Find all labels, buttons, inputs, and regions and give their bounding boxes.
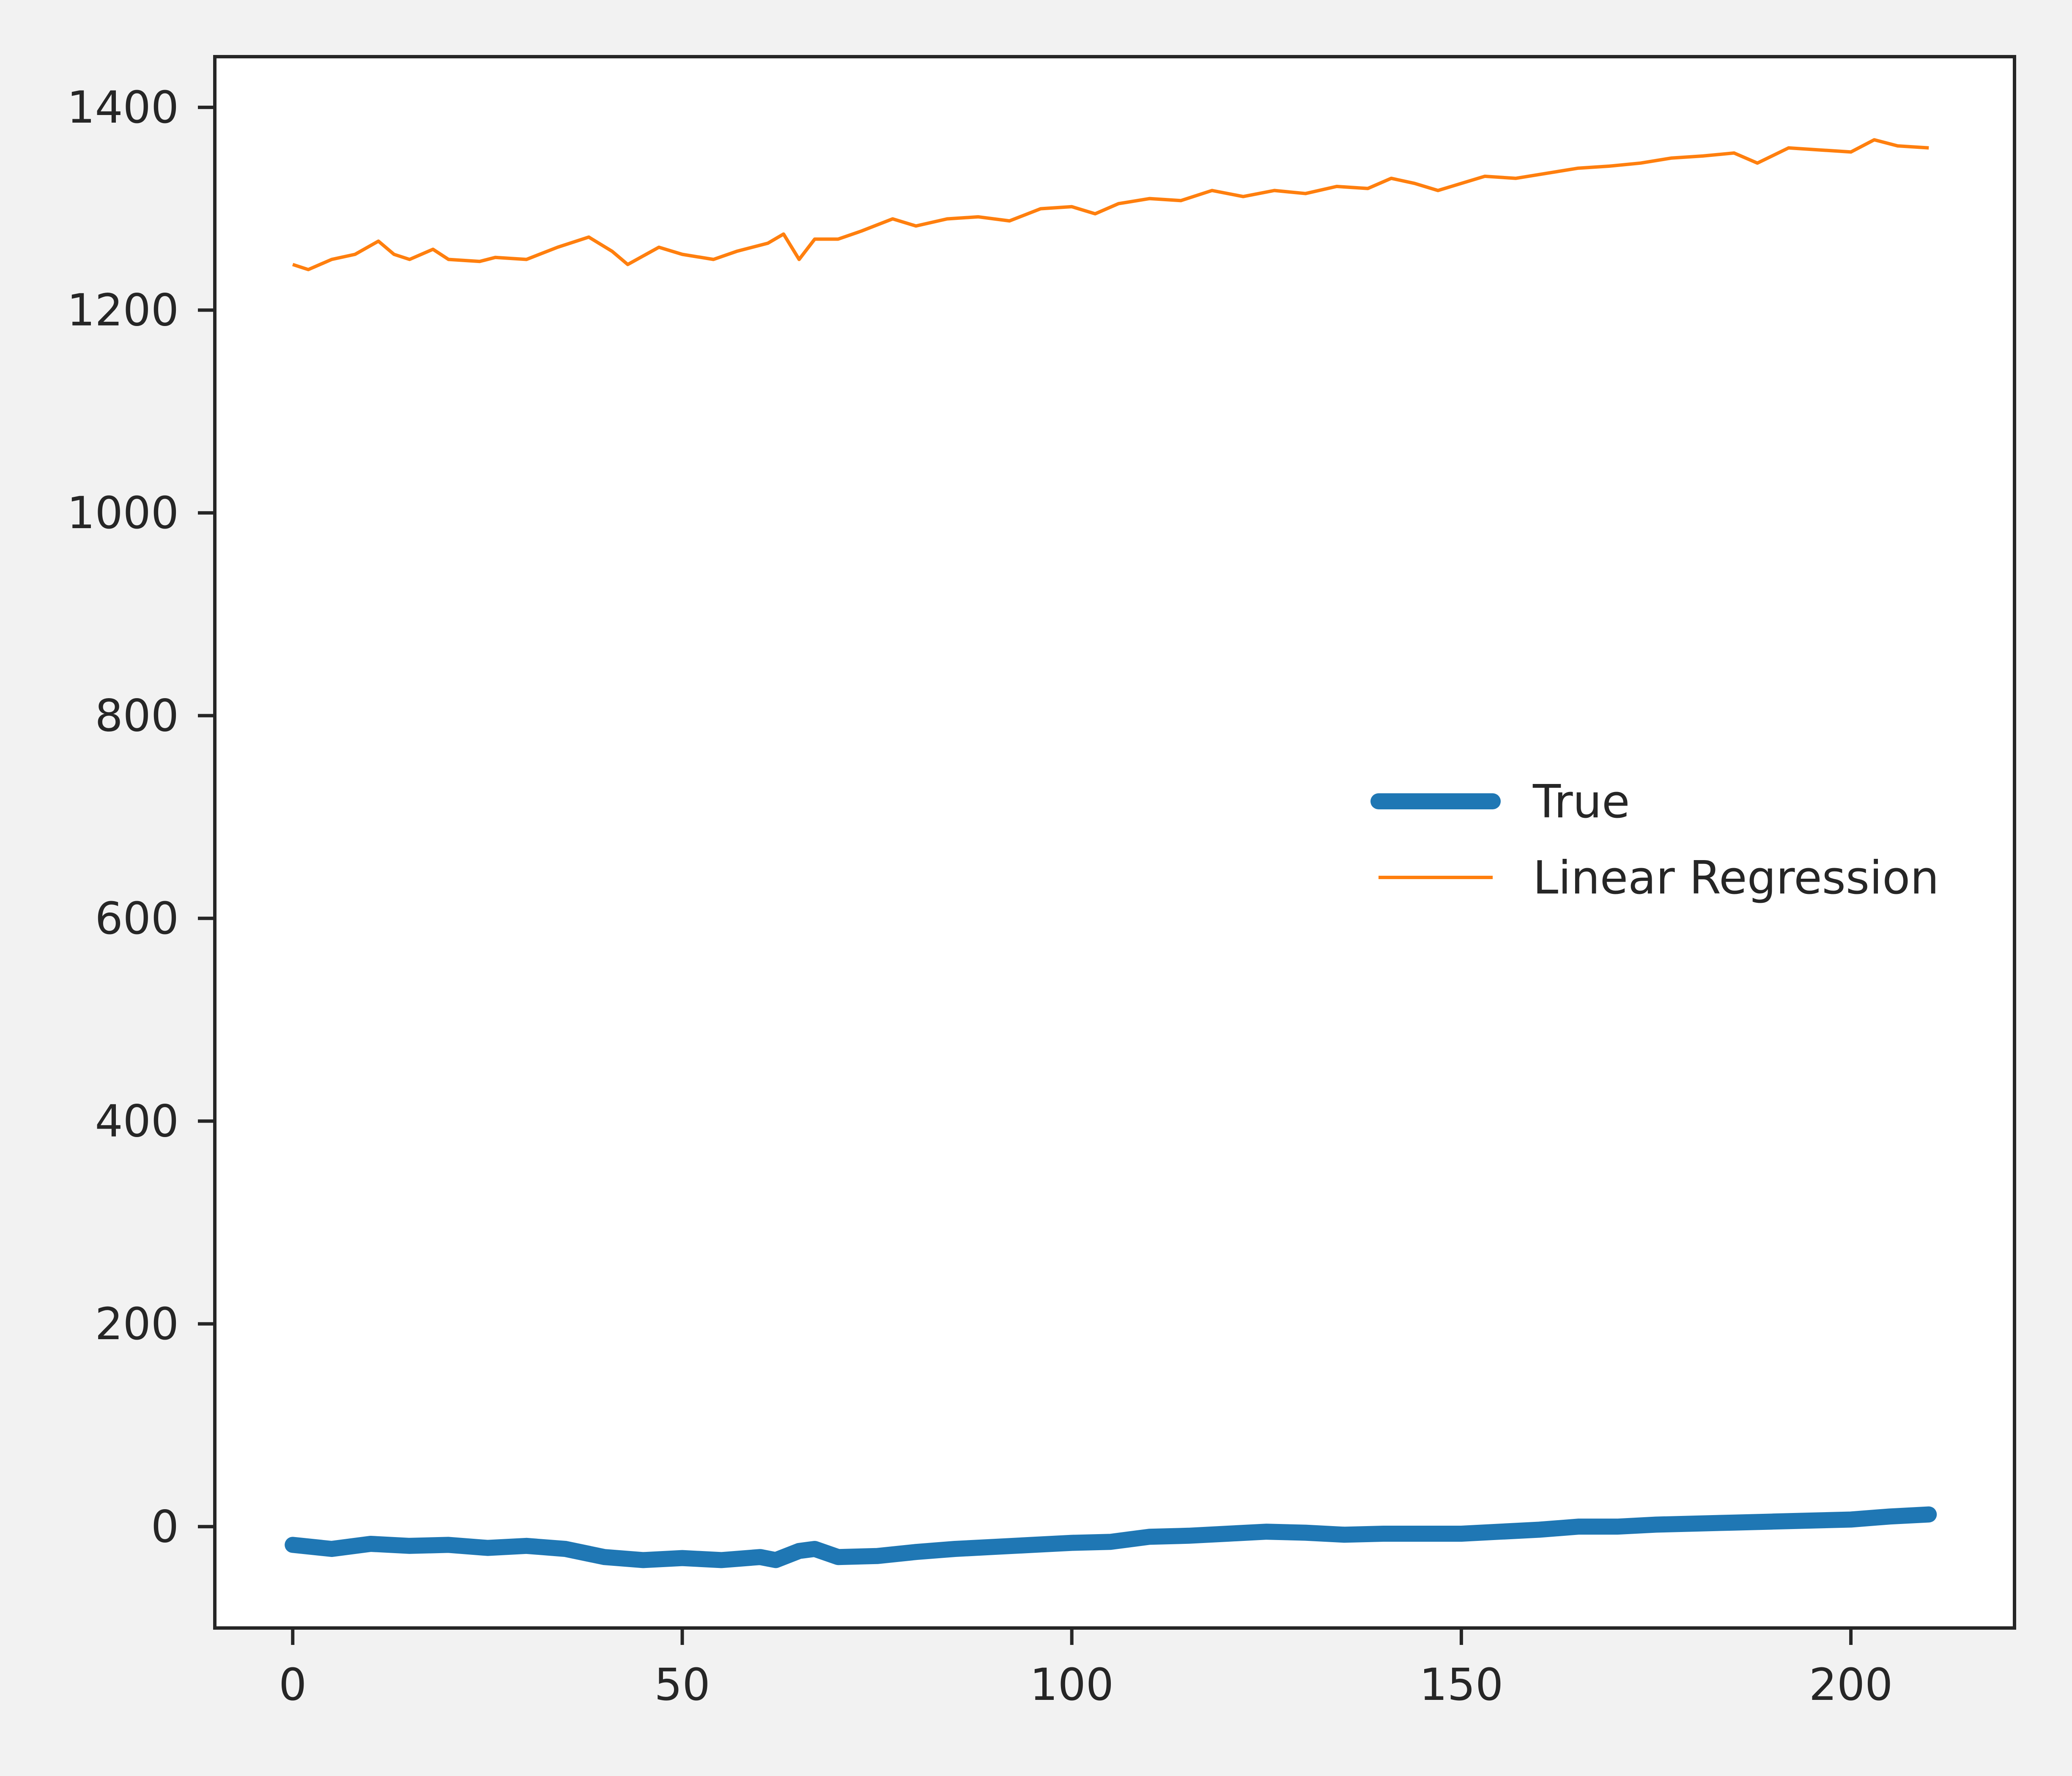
x-tick-label: 100 [1030, 1659, 1114, 1710]
series-line-true [285, 1506, 1937, 1568]
y-tick-label: 400 [95, 1095, 179, 1147]
y-tick-label: 800 [95, 690, 179, 741]
y-axis: 0 200 400 600 800 1000 1200 1400 [67, 82, 215, 1552]
x-tick-label: 200 [1809, 1659, 1893, 1710]
plot-area [215, 57, 2014, 1628]
plot-frame [213, 55, 2016, 1630]
y-tick-label: 200 [95, 1298, 179, 1350]
y-tick-label: 1400 [67, 82, 179, 133]
x-axis: 0 50 100 150 200 [279, 1628, 1893, 1710]
x-tick-label: 50 [654, 1659, 710, 1710]
series-line-linear-regression [292, 138, 1929, 271]
y-tick-label: 1200 [67, 284, 179, 336]
x-tick-label: 150 [1420, 1659, 1504, 1710]
x-tick-label: 0 [279, 1659, 307, 1710]
legend: True Linear Regression [1370, 776, 1939, 904]
series-layer [285, 138, 1937, 1568]
y-tick-label: 1000 [67, 487, 179, 539]
legend-label-linear-regression: Linear Regression [1533, 852, 1939, 904]
legend-label-true: True [1532, 776, 1630, 828]
y-tick-label: 600 [95, 893, 179, 944]
y-tick-label: 0 [151, 1501, 179, 1552]
